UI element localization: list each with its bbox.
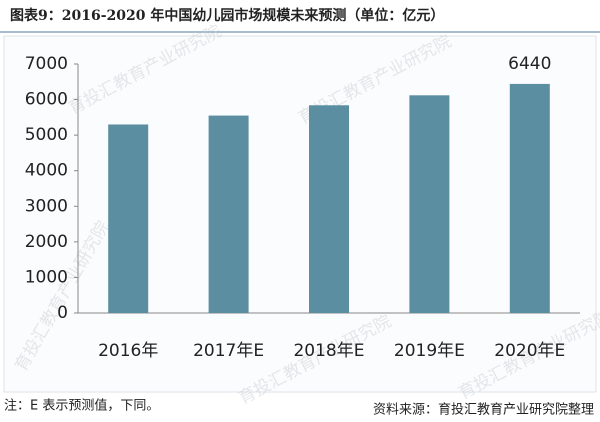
x-tick-label: 2017年E: [193, 341, 264, 361]
y-tick-label: 3000: [25, 196, 68, 216]
x-tick-label: 2019年E: [394, 341, 465, 361]
bar: [509, 83, 550, 313]
y-tick-label: 4000: [25, 161, 68, 181]
bar: [309, 105, 349, 314]
data-label: 6440: [508, 54, 551, 74]
bar: [208, 115, 249, 313]
bar: [108, 124, 149, 313]
y-tick-label: 2000: [25, 232, 68, 252]
y-tick-label: 6000: [25, 90, 68, 110]
bar: [409, 95, 450, 313]
source: 资料来源：育投汇教育产业研究院整理: [373, 402, 594, 418]
x-tick-label: 2016年: [98, 341, 158, 361]
x-tick-label: 2018年E: [293, 341, 364, 361]
y-tick-label: 5000: [25, 125, 68, 145]
note: 注：E 表示预测值，下同。: [4, 398, 159, 414]
y-tick-label: 1000: [25, 267, 68, 287]
x-tick-label: 2020年E: [494, 341, 565, 361]
chart-title: 图表9：2016-2020 年中国幼儿园市场规模未来预测（单位：亿元）: [10, 7, 444, 24]
y-tick-label: 7000: [25, 54, 68, 74]
y-tick-label: 0: [57, 303, 68, 323]
plot-frame: [3, 35, 597, 393]
